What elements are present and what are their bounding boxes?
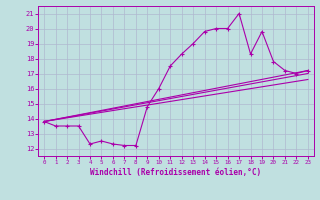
X-axis label: Windchill (Refroidissement éolien,°C): Windchill (Refroidissement éolien,°C) xyxy=(91,168,261,177)
